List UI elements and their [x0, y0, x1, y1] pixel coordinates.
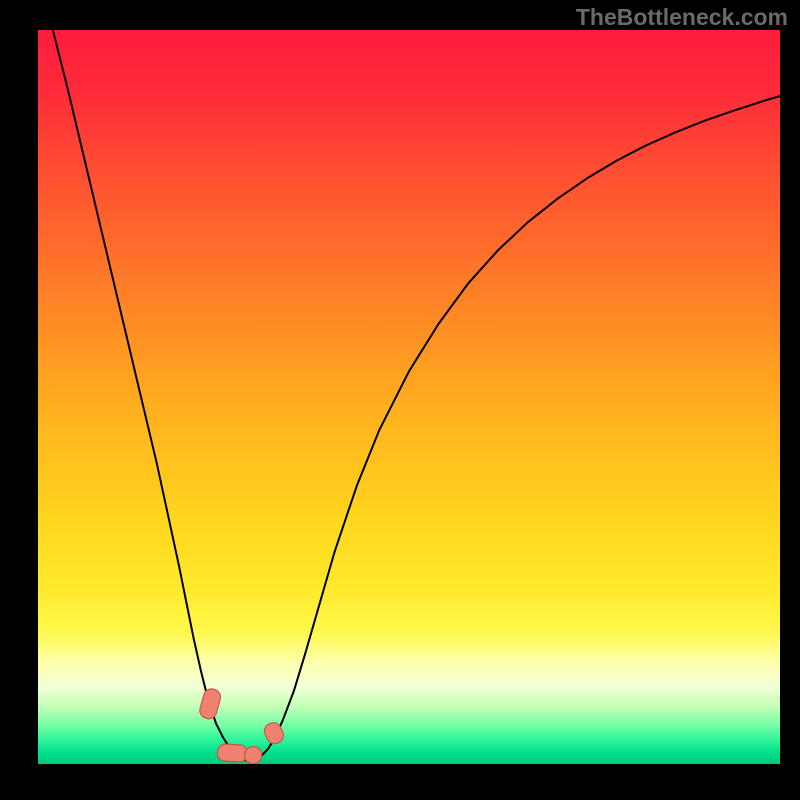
gradient-background	[38, 30, 780, 764]
curve-marker	[245, 747, 262, 764]
watermark-text: TheBottleneck.com	[576, 4, 788, 31]
chart-frame: TheBottleneck.com	[0, 0, 800, 800]
curve-marker	[217, 744, 248, 763]
bottleneck-chart	[0, 0, 800, 800]
